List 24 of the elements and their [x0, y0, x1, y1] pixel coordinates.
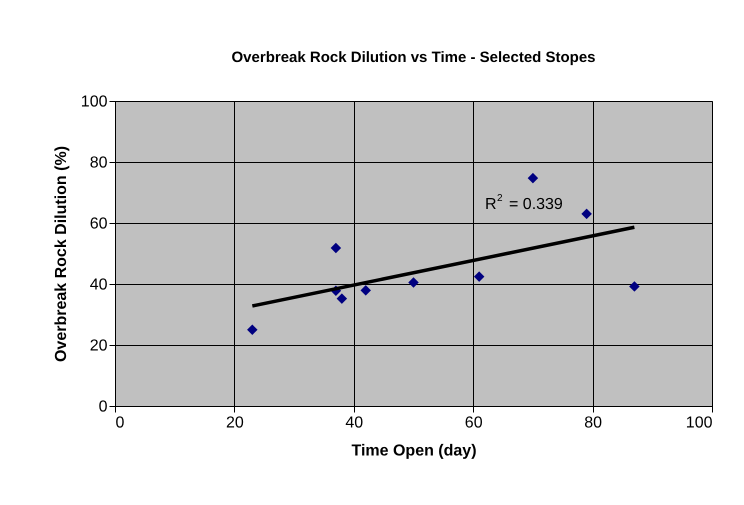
point — [474, 271, 484, 282]
point — [336, 293, 348, 304]
y-axis-title: Overbreak Rock Dilution (%) — [52, 146, 70, 362]
x-axis-title: Time Open (day) — [351, 442, 477, 460]
y-tick-label: 0 — [98, 398, 108, 416]
x-tick-label: 20 — [226, 414, 244, 432]
point — [247, 324, 258, 335]
chart-title: Overbreak Rock Dilution vs Time - Selected Stopes — [231, 49, 596, 66]
point — [330, 242, 342, 254]
y-tick-label: 20 — [90, 338, 108, 354]
y-tick-label: 40 — [90, 276, 108, 294]
x-tick-label: 60 — [464, 414, 483, 432]
point — [629, 281, 640, 292]
x-tick-label: 40 — [345, 414, 364, 432]
y-tick-label: 80 — [90, 154, 108, 172]
x-tick-label: 100 — [686, 414, 713, 432]
x-tick-label: 0 — [116, 414, 124, 432]
point — [360, 285, 371, 296]
y-tick-label: 100 — [80, 94, 108, 110]
x-tick-label: 80 — [584, 414, 602, 432]
point — [408, 277, 419, 288]
point — [581, 208, 592, 220]
point — [528, 172, 538, 184]
y-tick-label: 60 — [90, 216, 108, 232]
